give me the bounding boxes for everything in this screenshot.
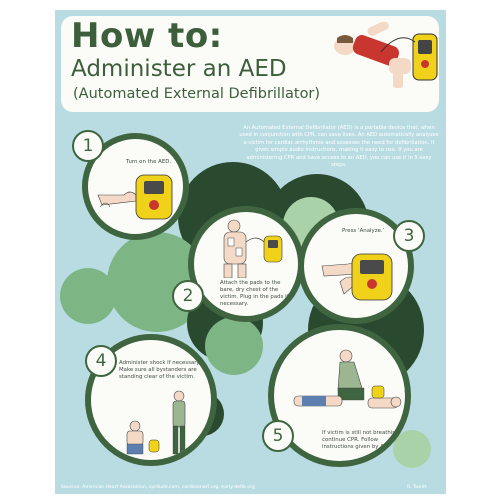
decorative-circle <box>393 430 431 468</box>
page-title: How to: <box>71 16 223 56</box>
decorative-circle <box>60 268 116 324</box>
step-3-number: 3 <box>393 220 425 252</box>
step-5-caption: If victim is still not breathing, contin… <box>322 430 401 450</box>
step-5-number: 5 <box>262 420 294 452</box>
continue-cpr-illustration <box>293 349 402 409</box>
attach-pads-illustration <box>223 219 283 278</box>
page-subtitle: Administer an AED <box>71 56 287 82</box>
decorative-circle <box>205 317 263 375</box>
step-4-circle: Administer shock if necessary. Make sure… <box>85 334 217 466</box>
author-credit: R. Twedt <box>407 485 427 490</box>
poster: How to: Administer an AED (Automated Ext… <box>55 10 446 494</box>
page-subtitle-expanded: (Automated External Defibrillator) <box>73 86 321 102</box>
step-1-number: 1 <box>72 130 104 162</box>
press-analyze-illustration <box>321 253 393 301</box>
step-1-caption: Turn on the AED. <box>126 159 172 165</box>
sources-credit: Sources: American Heart Association, cpr… <box>61 485 255 490</box>
victim-with-aed-illustration <box>334 22 438 88</box>
step-4-number: 4 <box>85 345 117 377</box>
step-2-number: 2 <box>172 280 204 312</box>
stand-clear-shock-illustration <box>126 390 186 455</box>
intro-paragraph: An Automated External Defibrillator (AED… <box>239 125 439 169</box>
step-4-caption: Administer shock if necessary. Make sure… <box>119 360 201 380</box>
aed-power-on-illustration <box>97 174 173 220</box>
title-panel: How to: Administer an AED (Automated Ext… <box>61 16 439 112</box>
step-2-circle: Attach the pads to the bare, dry chest o… <box>188 206 304 322</box>
step-2-caption: Attach the pads to the bare, dry chest o… <box>220 280 289 307</box>
step-3-caption: Press ‘Analyze.’ <box>342 228 385 234</box>
